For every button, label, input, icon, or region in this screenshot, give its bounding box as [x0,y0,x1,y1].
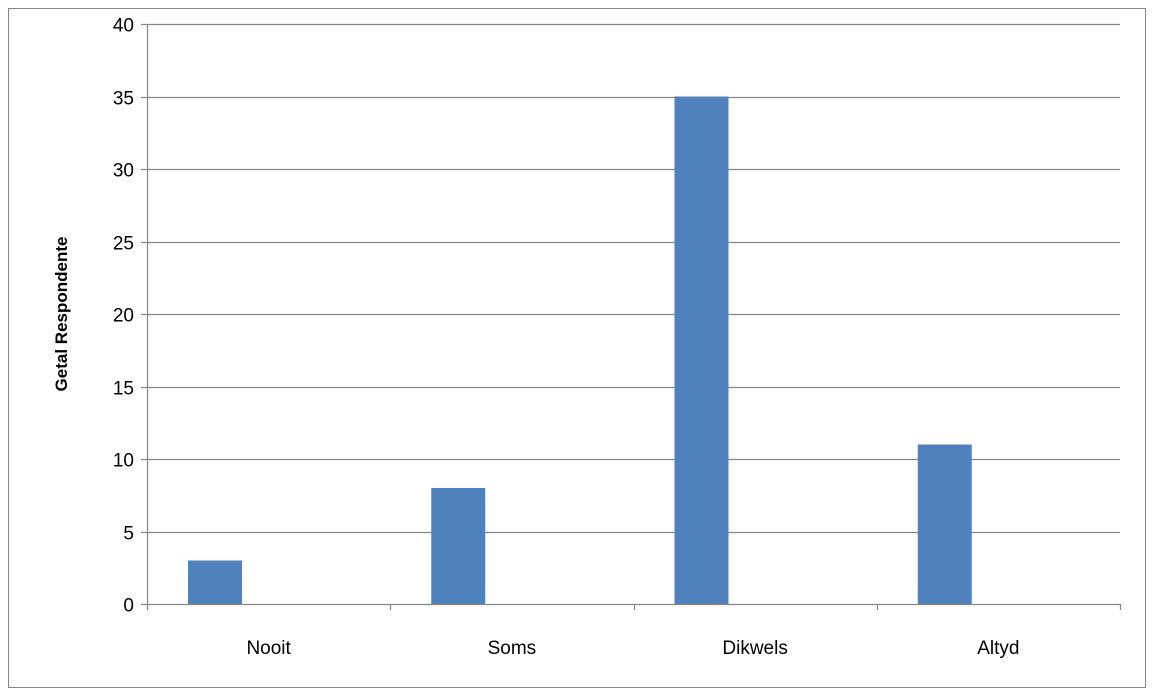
y-tick-label: 30 [113,161,134,182]
y-tick-label: 40 [113,16,134,37]
bar-altyd [917,444,972,604]
bar-soms [431,488,486,604]
y-tick-label: 15 [113,379,134,400]
y-tick-label: 10 [113,451,134,472]
bars [188,96,972,604]
x-tick-label: Soms [488,638,537,659]
y-tick-label: 5 [123,524,134,545]
y-tick-label: 25 [113,234,134,255]
y-tick-label: 20 [113,306,134,327]
tick-labels: 0 5 10 15 20 25 30 35 40 Nooit Soms Dikwels Altyd [113,16,1020,660]
axes [141,23,1122,610]
gridlines [147,23,1120,534]
y-axis-title: Getal Respondente [52,237,71,392]
x-tick-label: Dikwels [722,638,787,659]
x-tick-label: Nooit [246,638,291,659]
x-tick-label: Altyd [977,638,1019,659]
y-tick-label: 35 [113,89,134,110]
bar-dikwels [674,96,729,604]
bar-nooit [188,560,242,604]
y-tick-label: 0 [123,596,134,617]
